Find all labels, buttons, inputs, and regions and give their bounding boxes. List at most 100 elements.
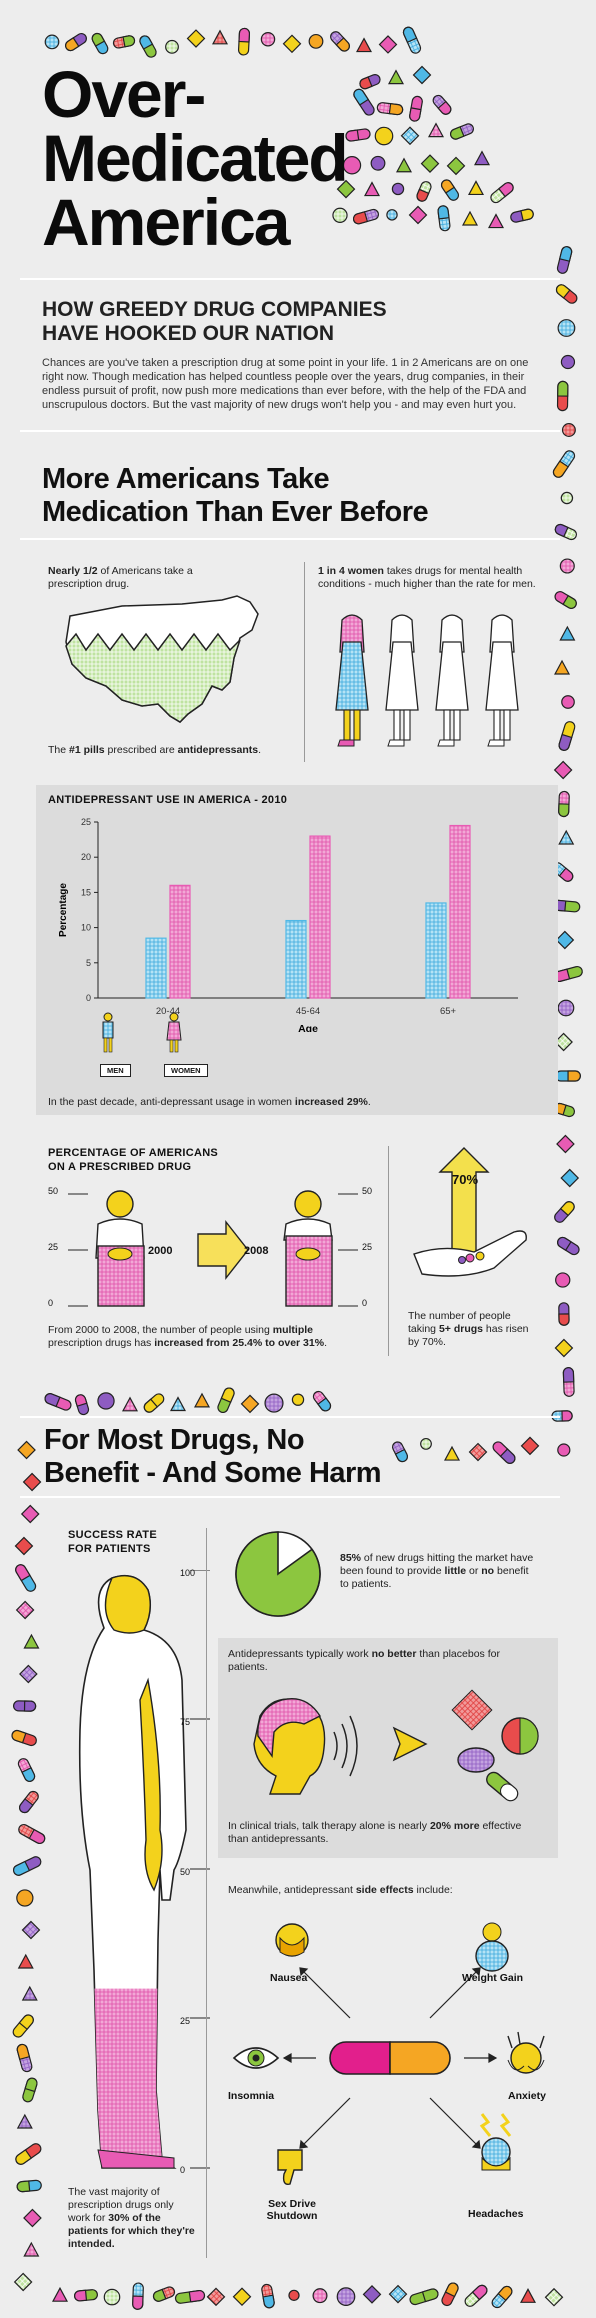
pill-diamond xyxy=(408,205,428,225)
pill-diamond xyxy=(378,35,398,54)
prescribed-graphic xyxy=(68,1190,358,1307)
pill-shape xyxy=(440,179,460,201)
scale-25-left: 25 xyxy=(48,1242,59,1252)
pill-diamond xyxy=(21,1920,41,1940)
page-title: Over- Medicated America xyxy=(42,57,349,259)
pill-shape xyxy=(391,1441,409,1463)
pill-round xyxy=(560,354,576,370)
stat-women: 1 in 4 women takes drugs for mental heal… xyxy=(318,565,536,590)
pill-triangle xyxy=(23,1633,40,1649)
year-2008: 2008 xyxy=(244,1245,269,1257)
pill-shape xyxy=(65,32,87,52)
bar-men-20-44 xyxy=(145,937,167,999)
man-shoe xyxy=(97,2149,175,2169)
woman-figure xyxy=(335,614,369,747)
pill-triangle xyxy=(559,625,576,641)
antidepressant-chart: 0 5 10 15 20 25 Percentage 20-44 45-64 65+ Age xyxy=(58,817,518,1032)
pill-shape xyxy=(18,1823,46,1845)
pill-shape xyxy=(556,380,569,412)
scale-0-right: 0 xyxy=(362,1298,368,1308)
bar-men-65+ xyxy=(425,902,447,999)
pill-shape xyxy=(402,26,422,54)
y-tick-label: 20 xyxy=(81,852,91,862)
pill-triangle xyxy=(17,1953,34,1969)
subtitle: HOW GREEDY DRUG COMPANIES HAVE HOOKED OU… xyxy=(42,298,387,345)
five-drugs-graphic xyxy=(413,1147,527,1277)
effect-sex-drive: Sex Drive Shutdown xyxy=(266,2198,318,2222)
success-scale-50: 50 xyxy=(180,1867,191,1877)
arrow-label: 70% xyxy=(452,1172,479,1187)
women-figures xyxy=(335,614,519,747)
pill-shape xyxy=(152,2286,176,2302)
pill-round xyxy=(561,423,576,437)
pill-diamond xyxy=(22,1472,42,1492)
pill-shape xyxy=(555,1070,581,1082)
pill-shape xyxy=(12,1856,42,1876)
pill-triangle xyxy=(23,2241,40,2257)
pill-diamond xyxy=(13,2272,33,2292)
pill-round xyxy=(291,1393,305,1406)
pill-diamond xyxy=(554,1338,574,1358)
y-tick-label: 5 xyxy=(86,958,91,968)
pill-shape xyxy=(345,128,371,142)
pill-diamond xyxy=(468,1442,488,1462)
pill-shape xyxy=(359,74,381,90)
pill-shape xyxy=(490,182,514,204)
bar-women-20-44 xyxy=(169,884,191,999)
y-tick-label: 25 xyxy=(81,817,91,827)
pill-diamond xyxy=(554,1032,573,1052)
pill-shape xyxy=(558,790,570,818)
pill-round xyxy=(557,999,575,1017)
pill-shape xyxy=(11,1729,37,1747)
success-scale-75: 75 xyxy=(180,1717,191,1727)
pill-shape xyxy=(353,88,375,116)
pill-diamond xyxy=(17,1440,36,1460)
effect-anxiety: Anxiety xyxy=(508,2090,546,2102)
scale-50-left: 50 xyxy=(48,1186,59,1196)
success-scale-0: 0 xyxy=(180,2165,186,2175)
pill-diamond xyxy=(20,1504,40,1524)
bar-men-45-64 xyxy=(285,919,307,999)
placebo-text: Antidepressants typically work no better… xyxy=(228,1648,500,1673)
pill-diamond xyxy=(19,1664,38,1684)
man-head xyxy=(104,1575,151,1634)
pill-diamond xyxy=(388,2284,408,2304)
pill-diamond xyxy=(240,1394,260,1414)
pill-triangle xyxy=(355,37,373,53)
pill-shape xyxy=(44,1393,72,1411)
scale-0-left: 0 xyxy=(48,1298,54,1308)
y-axis-label: Percentage xyxy=(58,883,69,937)
scale-25-right: 25 xyxy=(362,1242,373,1252)
pill-triangle xyxy=(473,150,491,166)
pill-triangle xyxy=(193,1392,211,1408)
pill-triangle xyxy=(169,1396,187,1412)
pill-round xyxy=(557,1443,571,1457)
chart-legend-figures xyxy=(102,1012,182,1053)
pill-shape xyxy=(261,2283,275,2309)
pill-diamond xyxy=(336,179,356,199)
intro-text: Chances are you've taken a prescription … xyxy=(42,357,529,411)
pill-shape xyxy=(15,1564,37,1592)
pill-diamond xyxy=(544,2287,564,2307)
pill-round xyxy=(97,1392,115,1410)
y-tick-label: 10 xyxy=(81,923,91,933)
pill-shape xyxy=(74,2289,98,2302)
pill-round xyxy=(391,182,405,196)
pill-round xyxy=(264,1393,284,1413)
pill-shape xyxy=(554,591,577,609)
pill-round xyxy=(308,33,324,49)
pill-shape xyxy=(409,95,423,122)
pill-diamond xyxy=(186,29,206,48)
woman-figure xyxy=(485,614,519,747)
pill-round xyxy=(44,34,60,50)
pill-shape xyxy=(556,246,573,274)
pill-triangle xyxy=(121,1396,139,1412)
year-2000: 2000 xyxy=(148,1245,173,1257)
success-scale-100: 100 xyxy=(180,1568,196,1578)
side-effects-diagram xyxy=(232,1922,545,2185)
woman-figure xyxy=(385,614,419,747)
pill-shape xyxy=(330,31,350,52)
pill-round xyxy=(332,207,348,223)
success-title: SUCCESS RATE FOR PATIENTS xyxy=(68,1529,157,1555)
